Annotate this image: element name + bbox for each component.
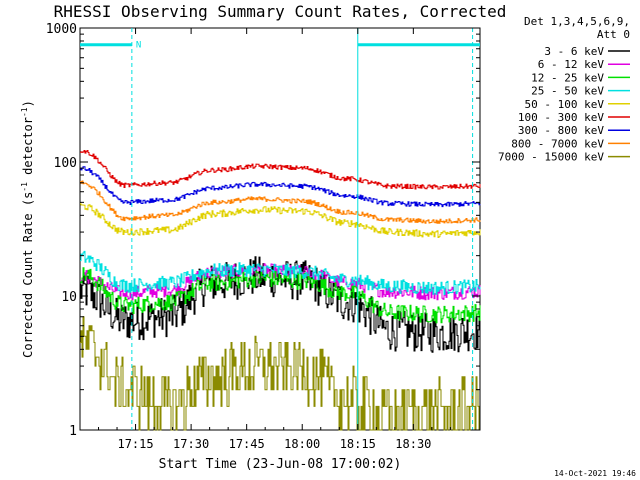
series-layer <box>80 150 481 431</box>
legend-label-2: 6 - 12 keV <box>538 58 605 71</box>
legend-label-3: 12 - 25 keV <box>531 71 604 84</box>
legend-label-4: 25 - 50 keV <box>531 85 604 98</box>
legend-label-8: 800 - 7000 keV <box>511 137 604 150</box>
series-line-9 <box>80 316 480 431</box>
legend-label-6: 100 - 300 keV <box>518 111 604 124</box>
axis-layer: 17:15 17:30 17:45 18:00 18:15 18:30 1 10 100 1000 <box>46 22 480 451</box>
series-line-6 <box>80 150 481 190</box>
x-tick-label: 18:30 <box>395 437 431 451</box>
x-tick-label: 17:15 <box>117 437 153 451</box>
legend-label-5: 50 - 100 keV <box>525 98 605 111</box>
plot-frame <box>79 27 481 431</box>
legend-label-9: 7000 - 15000 keV <box>498 151 604 164</box>
series-line-5 <box>80 203 481 238</box>
legend-header-line-2: Att 0 <box>597 28 630 41</box>
chart-title: RHESSI Observing Summary Count Rates, Co… <box>54 2 507 21</box>
series-line-1 <box>80 256 481 353</box>
x-tick-label: 17:45 <box>229 437 265 451</box>
x-axis-label: Start Time (23-Jun-08 17:00:02) <box>159 457 402 472</box>
series-line-4 <box>80 250 481 295</box>
flag-label: N <box>136 41 141 51</box>
x-tick-label: 18:00 <box>284 437 320 451</box>
legend-label-1: 3 - 6 keV <box>544 45 604 58</box>
series-line-8 <box>80 180 481 224</box>
series-line-7 <box>80 166 481 208</box>
series-line-2 <box>80 263 481 301</box>
y-tick-label: 100 <box>54 156 77 171</box>
y-axis-label: Corrected Count Rate (s-1 detector-1) <box>20 100 35 358</box>
y-tick-label: 1 <box>69 424 77 439</box>
generation-timestamp: 14-Oct-2021 19:46 <box>554 469 636 478</box>
y-tick-label: 10 <box>61 290 77 305</box>
overlay-layer: N <box>80 28 480 430</box>
legend-header-line-1: Det 1,3,4,5,6,9, <box>524 15 630 28</box>
x-tick-label: 18:15 <box>340 437 376 451</box>
y-tick-label: 1000 <box>46 22 77 37</box>
legend-label-7: 300 - 800 keV <box>518 124 604 137</box>
series-line-3 <box>80 267 481 324</box>
x-tick-label: 17:30 <box>173 437 209 451</box>
